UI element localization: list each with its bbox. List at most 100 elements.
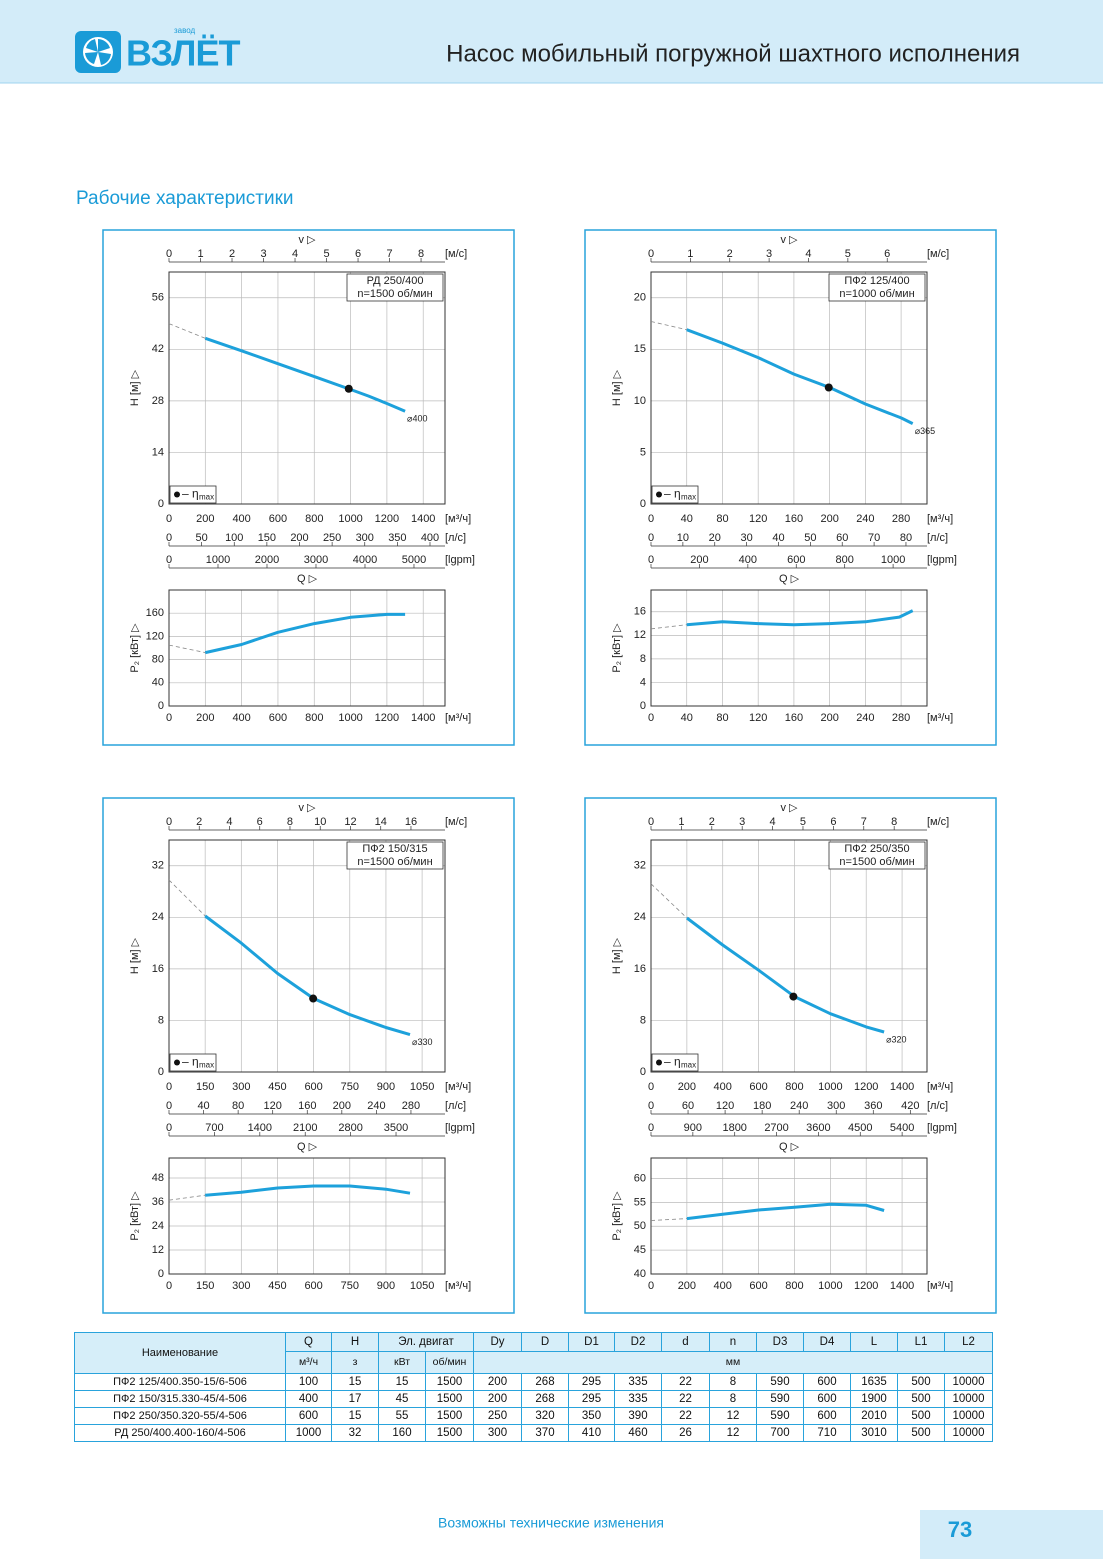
table-cell: 268 (521, 1373, 569, 1391)
ls-tick-label: 50 (804, 532, 816, 544)
table-cell: 335 (614, 1373, 662, 1391)
table-cell: 710 (803, 1424, 851, 1442)
v-tick-label: 0 (166, 248, 172, 260)
power-y-tick-label: 0 (640, 700, 646, 712)
power-y-tick-label: 12 (152, 1244, 164, 1256)
power-y-tick-label: 40 (634, 1268, 646, 1280)
table-row: РД 250/400.400-160/4-506 1000 32 160 1500 300… (74, 1424, 993, 1442)
x-tick-label: 600 (304, 1081, 322, 1093)
header-cell: L1 (897, 1332, 945, 1352)
legend-text: – η (664, 487, 681, 501)
legend-text: – η (182, 487, 199, 501)
table-cell: 590 (756, 1373, 804, 1391)
gpm-tick-label: 2700 (764, 1122, 788, 1134)
gpm-tick-label: 0 (648, 554, 654, 566)
power-x-tick-label: 450 (268, 1280, 286, 1292)
logo-icon (75, 31, 121, 73)
legend-subscript: max (681, 493, 696, 502)
x-tick-label: 200 (820, 513, 838, 525)
legend-subscript: max (199, 493, 214, 502)
x-tick-label: 400 (714, 1081, 732, 1093)
power-y-tick-label: 48 (152, 1172, 164, 1184)
table-cell: 12 (709, 1424, 757, 1442)
y-tick-label: 0 (640, 498, 646, 510)
v-tick-label: 16 (405, 816, 417, 828)
model-box (828, 273, 926, 302)
ls-tick-label: 60 (682, 1100, 694, 1112)
gpm-tick-label: 3500 (384, 1122, 408, 1134)
y-tick-label: 0 (158, 498, 164, 510)
table-cell: ПФ2 250/350.320-55/4-506 (74, 1407, 286, 1425)
power-x-tick-label: 0 (648, 712, 654, 724)
power-y-tick-label: 50 (634, 1220, 646, 1232)
unit-cell: м³/ч (285, 1351, 332, 1374)
table-cell: 600 (285, 1407, 332, 1425)
x-tick-label: 450 (268, 1081, 286, 1093)
x-tick-label: 0 (166, 1081, 172, 1093)
table-cell: 300 (473, 1424, 522, 1442)
ls-tick-label: 60 (836, 532, 848, 544)
chart-frame (102, 229, 515, 746)
impeller-label: ⌀400 (407, 414, 427, 424)
header-cell: Эл. двигат (378, 1332, 474, 1352)
legend-box (651, 485, 699, 504)
q-label: Q ▷ (779, 1141, 800, 1153)
table-cell: 26 (661, 1424, 710, 1442)
table-cell: 600 (803, 1407, 851, 1425)
gpm-tick-label: 900 (684, 1122, 702, 1134)
power-x-tick-label: 150 (196, 1280, 214, 1292)
table-cell: 700 (756, 1424, 804, 1442)
x-tick-label: 200 (196, 513, 214, 525)
power-y-tick-label: 4 (640, 676, 646, 688)
table-cell: 15 (331, 1407, 379, 1425)
power-curve (204, 612, 406, 655)
table-cell: 10000 (944, 1390, 993, 1408)
table-cell: 2010 (850, 1407, 898, 1425)
plot-frame (168, 839, 446, 1073)
header-cell: L2 (944, 1332, 993, 1352)
header-band (0, 0, 1103, 83)
v-unit: [м/с] (445, 248, 467, 260)
chart-frame (102, 797, 515, 1314)
gpm-tick-label: 2100 (293, 1122, 317, 1134)
v-tick-label: 2 (196, 816, 202, 828)
v-tick-label: 3 (260, 248, 266, 260)
q-label: Q ▷ (297, 1141, 318, 1153)
ls-tick-label: 10 (677, 532, 689, 544)
v-tick-label: 4 (770, 816, 776, 828)
table-cell: 590 (756, 1390, 804, 1408)
power-x-tick-label: 280 (892, 712, 910, 724)
power-y-tick-label: 55 (634, 1196, 646, 1208)
legend-subscript: max (199, 1061, 214, 1070)
table-cell: 1500 (425, 1373, 474, 1391)
power-x-tick-label: 0 (166, 1280, 172, 1292)
gpm-tick-label: 4500 (848, 1122, 872, 1134)
x-tick-label: 80 (716, 513, 728, 525)
v-tick-label: 8 (891, 816, 897, 828)
power-y-label: P₂ [кВт] ▷ (611, 623, 623, 673)
y-label: H [м] ▷ (129, 937, 141, 974)
table-cell: 250 (473, 1407, 522, 1425)
v-tick-label: 2 (229, 248, 235, 260)
q-label: Q ▷ (779, 573, 800, 585)
x-tick-label: 280 (892, 513, 910, 525)
v-tick-label: 6 (884, 248, 890, 260)
table-cell: 3010 (850, 1424, 898, 1442)
power-y-tick-label: 0 (158, 1268, 164, 1280)
head-curve (686, 328, 914, 425)
gpm-tick-label: 700 (205, 1122, 223, 1134)
power-extrapolation-line (168, 1194, 206, 1201)
x-unit: [м³/ч] (927, 513, 953, 525)
v-unit: [м/с] (445, 816, 467, 828)
power-x-tick-label: 0 (648, 1280, 654, 1292)
table-cell: 12 (709, 1407, 757, 1425)
x-tick-label: 1050 (410, 1081, 434, 1093)
power-y-label: P₂ [кВт] ▷ (129, 623, 141, 673)
v-tick-label: 6 (257, 816, 263, 828)
header-cell: D1 (568, 1332, 615, 1352)
legend-marker (174, 1059, 180, 1066)
q-label: Q ▷ (297, 573, 318, 585)
x-tick-label: 40 (681, 513, 693, 525)
x-tick-label: 300 (232, 1081, 250, 1093)
